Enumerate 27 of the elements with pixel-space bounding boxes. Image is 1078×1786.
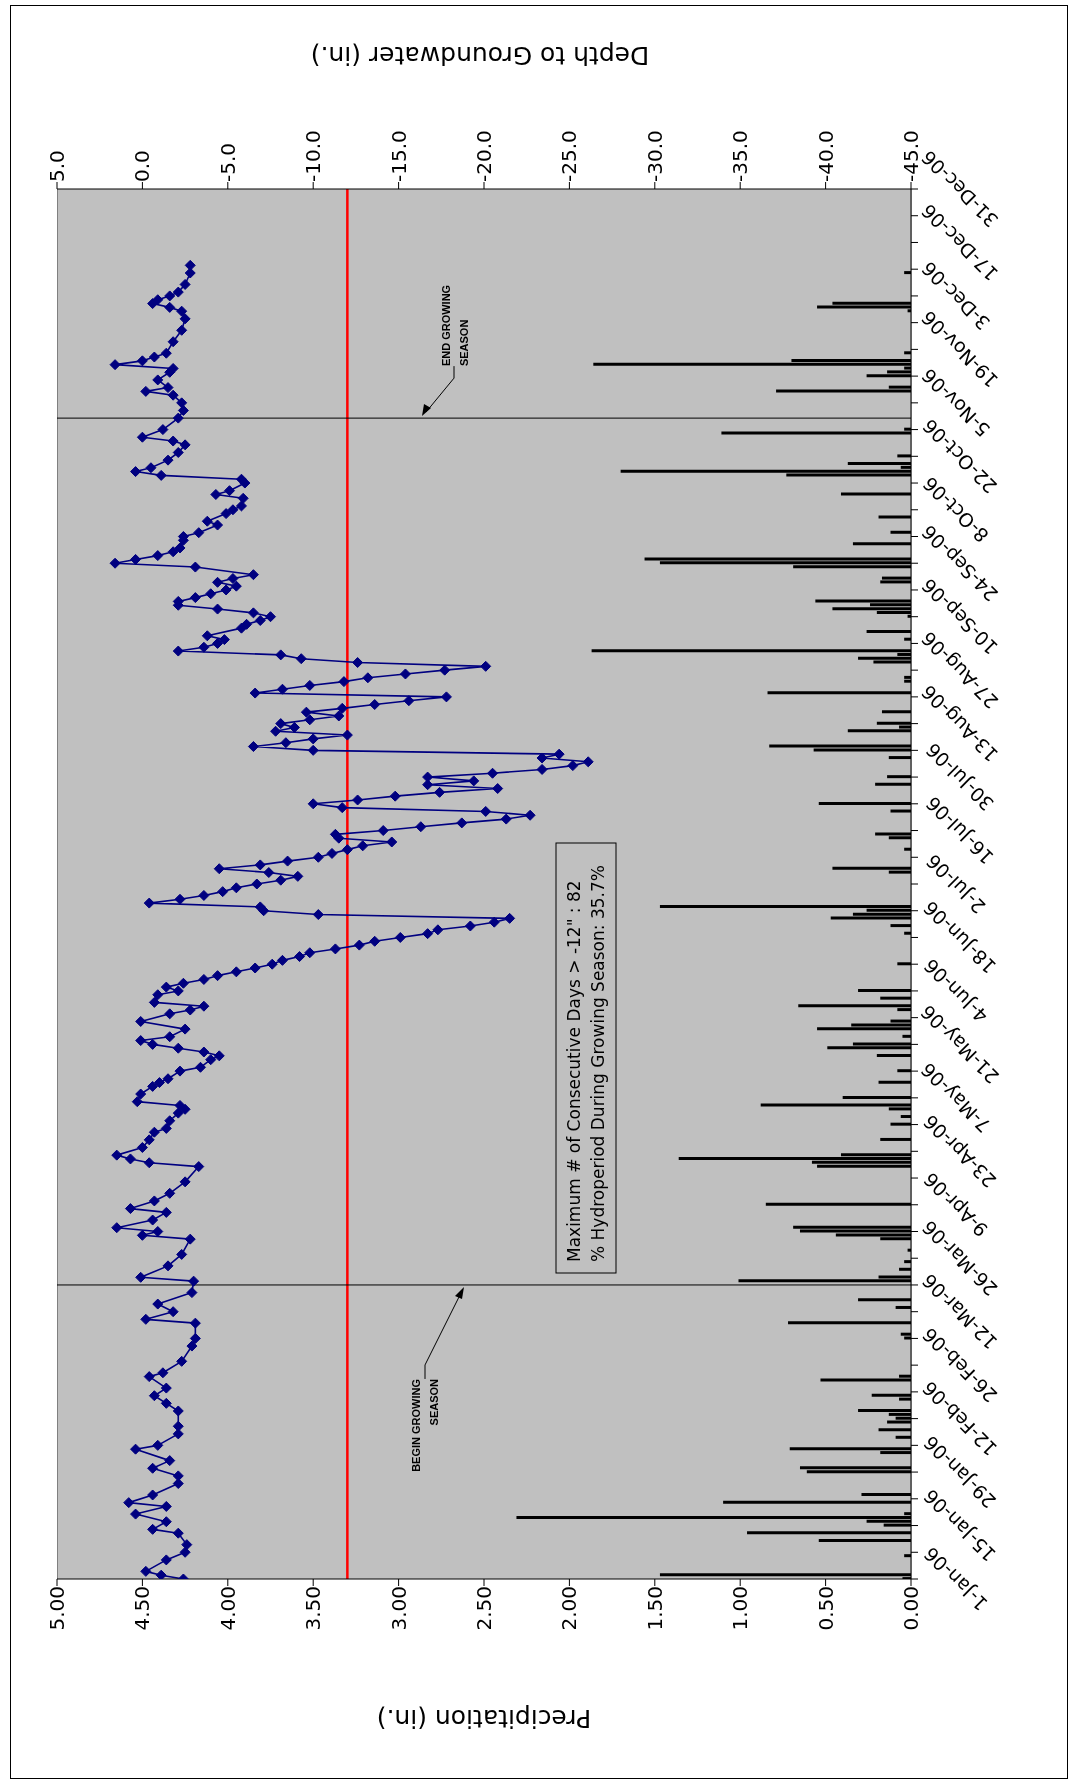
x-tick-label: 4.50 bbox=[130, 1586, 155, 1631]
x-tick-label: 2.00 bbox=[557, 1586, 582, 1631]
x2-tick-label: -10.0 bbox=[301, 130, 326, 182]
x2-tick-label: 0.0 bbox=[130, 150, 155, 182]
x2-tick-label: -5.0 bbox=[215, 142, 240, 182]
x2-tick-label: -40.0 bbox=[813, 130, 838, 182]
x2-tick-label: -25.0 bbox=[557, 130, 582, 182]
x2-tick-label: -30.0 bbox=[642, 130, 667, 182]
x2-axis-title: Depth to Groundwater (in.) bbox=[310, 40, 650, 70]
ref-line-label: END GROWING SEASON bbox=[440, 284, 470, 367]
x2-tick-label: -35.0 bbox=[728, 130, 753, 182]
annotation: Maximum # of Consecutive Days > -12" : 82 bbox=[564, 880, 584, 1262]
x-axis-title: Precipitation (in.) bbox=[376, 1703, 592, 1733]
x-tick-label: 3.50 bbox=[301, 1586, 326, 1631]
ref-line-label: BEGIN GROWING SEASON bbox=[410, 1378, 440, 1472]
x2-tick-label: -15.0 bbox=[386, 130, 411, 182]
x2-tick-label: 5.0 bbox=[45, 150, 69, 182]
x-tick-label: 0.00 bbox=[899, 1586, 923, 1631]
x-tick-label: 1.50 bbox=[642, 1586, 667, 1631]
annotation: % Hydroperiod During Growing Season: 35.7% bbox=[588, 865, 608, 1262]
x-tick-label: 1.00 bbox=[728, 1586, 753, 1631]
x-tick-label: 0.50 bbox=[813, 1586, 838, 1631]
x-tick-label: 3.00 bbox=[386, 1586, 411, 1631]
x-tick-label: 2.50 bbox=[472, 1586, 496, 1631]
x-tick-label: 4.00 bbox=[215, 1586, 240, 1631]
x-tick-label: 5.00 bbox=[45, 1586, 69, 1631]
x2-tick-label: -20.0 bbox=[472, 130, 496, 182]
